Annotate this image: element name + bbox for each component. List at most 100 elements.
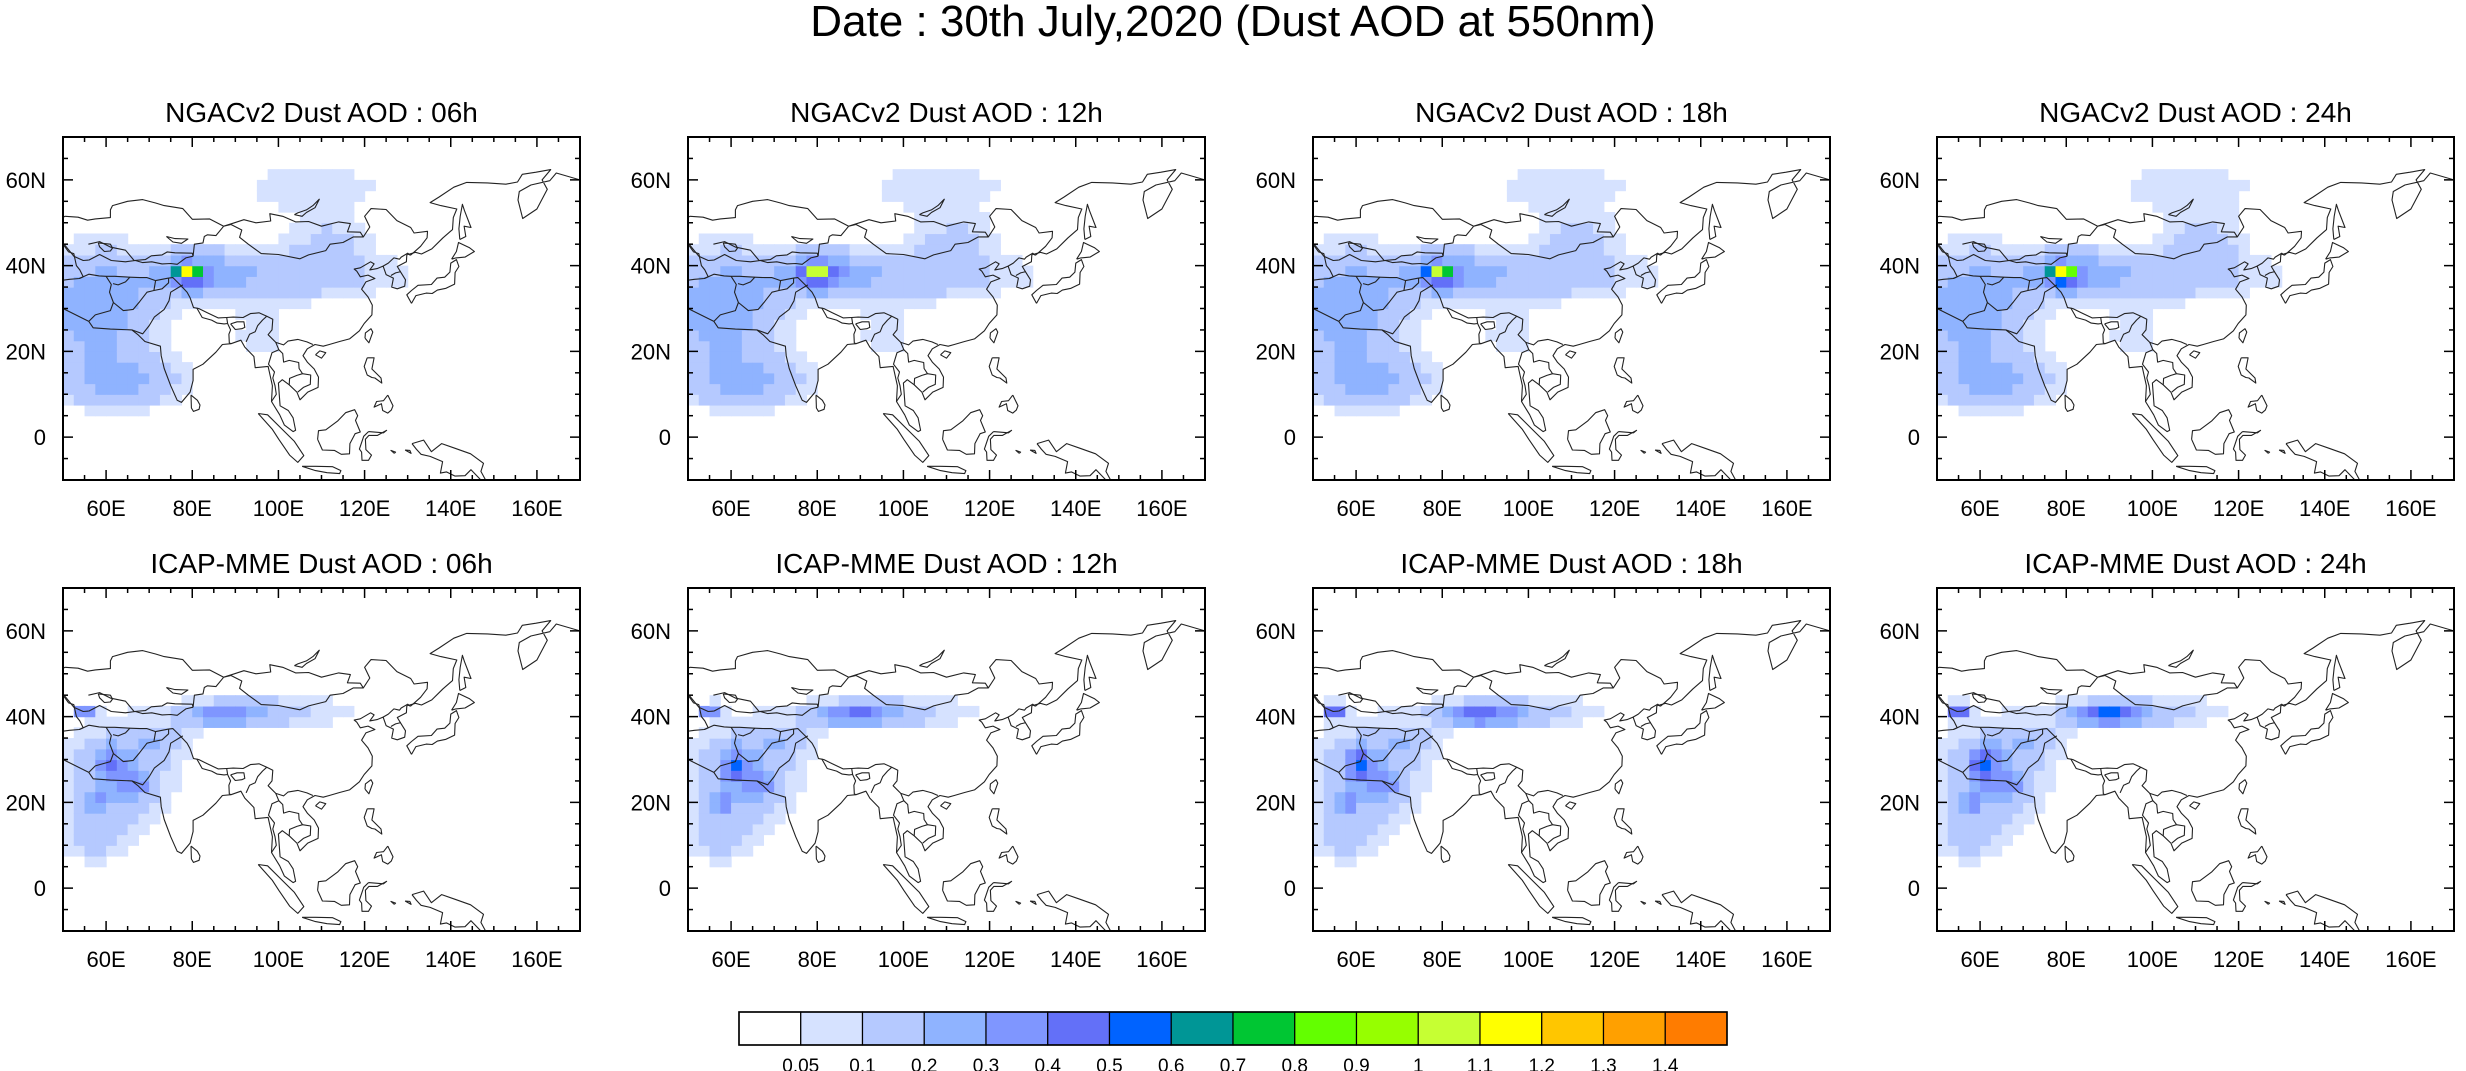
colorbar-box: [1355, 1011, 1419, 1046]
lon-tick-label: 140E: [1050, 947, 1101, 972]
colorbar-box: [923, 1011, 987, 1046]
lat-tick-label: 60N: [1880, 619, 1920, 644]
map-panel: NGACv2 Dust AOD : 18h 60E 80E 100E 120E 140E 1…: [1256, 97, 1831, 521]
lat-tick-label: 0: [1908, 425, 1920, 450]
coastlines: [1313, 169, 1830, 480]
dust-field: [1313, 695, 1605, 868]
lat-tick-label: 40N: [6, 254, 46, 279]
colorbar-label: 0.4: [1035, 1056, 1062, 1071]
lon-tick-label: 160E: [1761, 947, 1812, 972]
lon-tick-label: 60E: [1337, 947, 1376, 972]
colorbar-box: [800, 1011, 864, 1046]
dust-field: [63, 695, 355, 868]
lon-tick-label: 120E: [1589, 496, 1640, 521]
lon-tick-label: 80E: [798, 496, 837, 521]
colorbar-label: 0.9: [1343, 1056, 1369, 1071]
colorbar-label: 1.4: [1652, 1056, 1679, 1071]
lat-tick-label: 40N: [6, 705, 46, 730]
panel-title: NGACv2 Dust AOD : 18h: [1415, 97, 1728, 128]
colorbar: 0.05 0.1 0.2 0.3 0.4 0.5 0.6 0.7 0.8 0.9 1 1.1 1.2 1.…: [738, 1011, 1728, 1071]
colorbar-label: 1: [1413, 1056, 1424, 1071]
lon-tick-label: 140E: [425, 496, 476, 521]
map-panel: ICAP-MME Dust AOD : 06h 60E 80E 100E 120E 140…: [6, 548, 581, 972]
colorbar-box: [985, 1011, 1049, 1046]
lon-tick-label: 60E: [87, 947, 126, 972]
colorbar-label: 0.7: [1220, 1056, 1246, 1071]
colorbar-box: [1047, 1011, 1111, 1046]
lat-tick-label: 0: [34, 425, 46, 450]
lat-tick-label: 0: [1284, 425, 1296, 450]
panel-title: ICAP-MME Dust AOD : 12h: [775, 548, 1117, 579]
lat-tick-label: 0: [659, 425, 671, 450]
lon-tick-label: 100E: [253, 947, 304, 972]
dust-field: [1313, 169, 1659, 417]
colorbar-box: [1479, 1011, 1543, 1046]
lon-tick-label: 100E: [253, 496, 304, 521]
lon-tick-label: 80E: [1423, 947, 1462, 972]
coastlines: [63, 169, 580, 480]
lat-tick-label: 40N: [1256, 705, 1296, 730]
colorbar-box: [1541, 1011, 1605, 1046]
lon-tick-label: 140E: [1675, 496, 1726, 521]
lon-tick-label: 120E: [339, 947, 390, 972]
colorbar-box: [861, 1011, 925, 1046]
panel-title: ICAP-MME Dust AOD : 24h: [2024, 548, 2366, 579]
map-panel: ICAP-MME Dust AOD : 18h 60E 80E 100E 120E 140…: [1256, 548, 1831, 972]
lat-tick-label: 40N: [631, 705, 671, 730]
colorbar-box: [1602, 1011, 1666, 1046]
lat-tick-label: 60N: [631, 619, 671, 644]
lon-tick-label: 140E: [425, 947, 476, 972]
lon-tick-label: 60E: [87, 496, 126, 521]
colorbar-box: [1232, 1011, 1296, 1046]
coastlines: [1937, 620, 2454, 931]
coastlines: [1313, 620, 1830, 931]
colorbar-box: [1108, 1011, 1172, 1046]
lon-tick-label: 160E: [511, 947, 562, 972]
lon-tick-label: 80E: [2047, 947, 2086, 972]
lon-tick-label: 120E: [2213, 496, 2264, 521]
panel-title: NGACv2 Dust AOD : 24h: [2039, 97, 2352, 128]
colorbar-label: 0.1: [849, 1056, 875, 1071]
dust-field: [688, 695, 980, 868]
lat-tick-label: 60N: [631, 168, 671, 193]
lat-tick-label: 0: [1284, 876, 1296, 901]
lat-tick-label: 0: [659, 876, 671, 901]
panel-title: NGACv2 Dust AOD : 06h: [165, 97, 478, 128]
lon-tick-label: 100E: [2127, 947, 2178, 972]
lon-tick-label: 100E: [878, 496, 929, 521]
lon-tick-label: 160E: [1136, 947, 1187, 972]
lon-tick-label: 60E: [712, 947, 751, 972]
lat-tick-label: 20N: [631, 339, 671, 364]
lat-tick-label: 0: [1908, 876, 1920, 901]
lat-tick-label: 20N: [1880, 790, 1920, 815]
lon-tick-label: 140E: [1675, 947, 1726, 972]
coastlines: [688, 169, 1205, 480]
lat-tick-label: 40N: [1880, 705, 1920, 730]
lon-tick-label: 100E: [878, 947, 929, 972]
lat-tick-label: 60N: [1256, 619, 1296, 644]
colorbar-box: [1417, 1011, 1481, 1046]
lon-tick-label: 100E: [2127, 496, 2178, 521]
lat-tick-label: 40N: [1880, 254, 1920, 279]
panel-title: NGACv2 Dust AOD : 12h: [790, 97, 1103, 128]
lon-tick-label: 160E: [1136, 496, 1187, 521]
lat-tick-label: 60N: [1256, 168, 1296, 193]
lon-tick-label: 140E: [2299, 496, 2350, 521]
lat-tick-label: 40N: [1256, 254, 1296, 279]
lon-tick-label: 100E: [1503, 496, 1554, 521]
dust-field: [688, 169, 1034, 417]
lon-tick-label: 120E: [339, 496, 390, 521]
map-panel: ICAP-MME Dust AOD : 12h 60E 80E 100E 120E 140…: [631, 548, 1206, 972]
colorbar-label: 0.3: [973, 1056, 999, 1071]
dust-field: [1937, 169, 2283, 417]
lat-tick-label: 0: [34, 876, 46, 901]
map-panel: NGACv2 Dust AOD : 12h 60E 80E 100E 120E 140E 1…: [631, 97, 1206, 521]
colorbar-box: [738, 1011, 802, 1046]
lon-tick-label: 140E: [2299, 947, 2350, 972]
colorbar-box: [1170, 1011, 1234, 1046]
lat-tick-label: 20N: [6, 790, 46, 815]
lon-tick-label: 60E: [1337, 496, 1376, 521]
colorbar-label: 1.3: [1590, 1056, 1616, 1071]
lat-tick-label: 20N: [1256, 790, 1296, 815]
coastlines: [1937, 169, 2454, 480]
